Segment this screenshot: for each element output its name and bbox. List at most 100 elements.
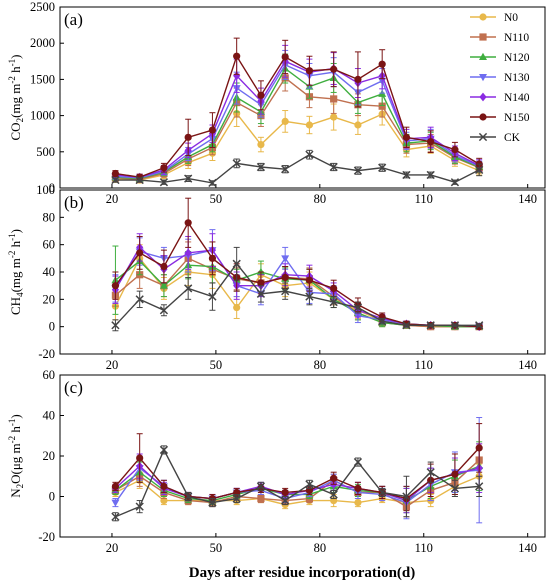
data-point [427, 138, 435, 146]
data-point [305, 292, 314, 301]
y-tick-label: 0 [49, 181, 55, 195]
data-point [281, 165, 290, 174]
y-label-part: h [8, 426, 23, 436]
y-tick-label: 100 [36, 183, 55, 197]
data-point [208, 292, 217, 301]
data-point [159, 281, 168, 289]
legend-marker [479, 33, 487, 41]
legend-marker [479, 74, 487, 82]
data-point [135, 175, 144, 185]
series-line [114, 249, 480, 328]
y-axis-label: N2O(μg m-2 h-1) [7, 414, 25, 498]
series-N150 [111, 423, 483, 512]
data-point [329, 490, 338, 499]
y-label-part: N [8, 488, 23, 498]
data-point [354, 498, 362, 507]
y-tick-label: -20 [38, 530, 55, 544]
y-tick-label: 40 [43, 409, 56, 423]
data-point [233, 52, 241, 60]
data-point [208, 498, 217, 507]
data-point [426, 321, 435, 330]
y-tick-label: 2500 [30, 0, 55, 14]
series-line [115, 475, 480, 506]
data-point [353, 303, 363, 312]
data-point [159, 445, 169, 455]
y-label-part: CH [8, 297, 23, 315]
legend-marker [479, 52, 487, 60]
data-point [426, 170, 435, 180]
y-axis-label: CH4(mg m-2 h-1) [7, 229, 25, 315]
y-label-part: 2 [15, 484, 25, 489]
data-point [159, 306, 169, 315]
y-tick-label: 0 [49, 490, 55, 504]
y-tick-label: 1500 [30, 72, 55, 86]
y-label-part: (mg m [8, 84, 23, 118]
series-CK [111, 246, 484, 332]
series-line [115, 67, 480, 180]
data-point [111, 321, 120, 330]
data-point [378, 163, 387, 172]
series-line [115, 448, 480, 518]
data-point [184, 219, 192, 227]
data-point [402, 492, 411, 501]
data-point [257, 140, 265, 149]
panel-a: 0 500 1000 1500 2000 2500 20 50 80 110 140 (a) CO2(m… [7, 0, 546, 206]
legend-marker [479, 92, 487, 102]
data-point [475, 482, 484, 491]
data-point [330, 95, 338, 103]
data-point [305, 480, 314, 489]
legend-entry: N150 [504, 112, 530, 124]
data-point [305, 150, 314, 159]
data-point [233, 303, 241, 312]
x-tick-label: 140 [518, 192, 537, 206]
series-line [115, 76, 480, 181]
y-label-part: ) [8, 414, 23, 418]
data-point [111, 282, 120, 290]
data-point [451, 470, 459, 478]
y-label-part: -2 [7, 436, 17, 444]
data-point [426, 468, 435, 477]
data-point [111, 175, 120, 185]
x-tick-label: 50 [210, 358, 223, 372]
x-tick-label: 140 [518, 358, 537, 372]
legend-marker [479, 113, 487, 121]
data-point [160, 482, 168, 490]
panel-label: (b) [64, 193, 84, 212]
x-tick-label: 20 [106, 358, 119, 372]
data-point [475, 444, 483, 452]
y-tick-label: 2000 [30, 36, 55, 50]
series-N150 [111, 37, 483, 181]
series-CK [111, 445, 484, 522]
data-point [135, 295, 144, 304]
y-label-part: -2 [7, 251, 17, 259]
x-axis-title: Days after residue incorporation(d) [189, 565, 416, 581]
legend-entry: N140 [504, 92, 530, 104]
x-tick-label: 80 [314, 358, 327, 372]
data-point [256, 289, 266, 298]
data-point [378, 488, 387, 497]
panel-c: -20 0 20 40 60 20 50 80 110 140 (c) N2O(μg m-2 h-1) [7, 368, 546, 555]
data-point [451, 146, 459, 154]
x-tick-label: 20 [106, 541, 119, 555]
data-point [281, 117, 289, 125]
data-point [378, 102, 386, 110]
x-tick-label: 110 [415, 541, 433, 555]
data-point [184, 174, 193, 183]
data-point [281, 255, 290, 263]
data-point [354, 121, 362, 129]
series-line [115, 112, 480, 181]
y-axis-label: CO2(mg m-2 h-1) [7, 55, 25, 141]
series-line [115, 153, 480, 184]
data-point [330, 113, 338, 121]
series-line [114, 257, 480, 328]
data-point [450, 484, 460, 493]
data-point [208, 126, 217, 134]
data-point [257, 494, 265, 503]
legend-marker [478, 132, 488, 142]
data-point [111, 499, 120, 507]
data-point [256, 482, 266, 491]
data-point [111, 482, 120, 490]
y-label-part: h [8, 240, 23, 250]
data-point [160, 262, 168, 271]
